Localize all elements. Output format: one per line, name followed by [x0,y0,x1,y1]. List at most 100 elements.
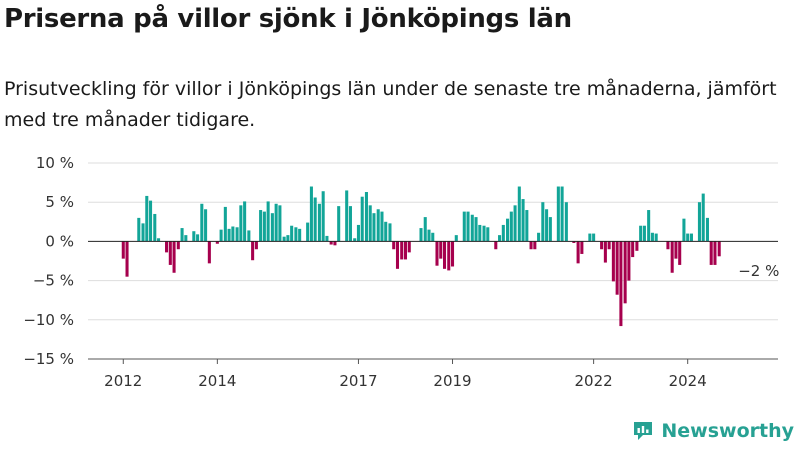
bar [294,227,298,242]
bar [266,201,270,242]
bar [231,226,235,242]
bar [607,241,611,250]
bar [392,241,396,250]
y-tick-label: 0 % [45,232,74,250]
bar [682,218,686,242]
bar [697,202,701,242]
x-tick-label: 2019 [433,372,471,390]
bar [545,209,549,242]
bar [306,222,310,242]
bar [537,232,541,242]
y-tick-label: 5 % [45,193,74,211]
bar [388,223,392,242]
bar [560,186,564,242]
bar [619,241,623,327]
bar [650,232,654,242]
bar [282,236,286,242]
bar [506,218,510,242]
y-tick-label: 10 % [36,154,74,172]
bar [494,241,498,250]
bar [713,241,717,265]
bar [678,241,682,265]
bar [556,186,560,242]
bar [431,232,435,242]
bar [168,241,172,265]
bar [176,241,180,250]
bar [400,241,404,260]
bar [215,241,219,244]
bar [442,241,447,269]
bar [580,241,584,254]
bar [450,241,455,267]
bar [611,241,615,282]
bar [572,241,576,243]
bar [372,213,376,242]
bar [701,193,705,242]
bar [313,197,317,242]
bar [207,241,211,264]
bar [157,238,161,242]
bar [403,241,408,260]
bar [439,241,443,259]
bar [235,227,239,242]
bar [219,229,223,242]
chart-title: Priserna på villor sjönk i Jönköpings lä… [4,4,572,34]
bar [501,224,505,242]
bar [200,203,204,242]
bar [360,196,364,242]
bar [623,241,627,304]
bar [517,186,521,242]
bar [204,209,208,242]
bar [427,229,431,242]
bar [356,224,360,242]
bar [270,213,274,242]
bar [290,225,294,242]
bar [141,223,145,242]
bar [423,217,427,242]
bar [172,241,176,273]
bar [247,230,251,242]
bar [509,211,513,242]
bar [243,201,247,242]
bar [278,205,282,242]
bar [447,241,451,271]
bar [576,241,580,264]
bar [317,203,321,242]
bar [376,209,380,242]
brand-name: Newsworthy [661,420,794,442]
bar [251,241,255,261]
bar [466,211,470,242]
last-value-annotation: −2 % [738,262,779,280]
x-tick-label: 2014 [198,372,236,390]
bar [165,241,169,253]
bar [419,228,423,242]
bar [364,192,368,242]
bar [153,213,157,242]
bar [709,241,713,265]
bar [603,241,607,263]
bar [435,241,439,266]
bar [337,206,341,242]
bar [384,221,388,242]
x-tick-label: 2012 [104,372,142,390]
bar [407,241,411,253]
bar [121,241,125,259]
bar [474,217,478,242]
x-tick-label: 2024 [669,372,707,390]
bar [180,228,184,242]
bar [223,206,227,242]
bar [525,210,529,242]
bar [274,203,278,242]
bar [125,241,129,277]
x-tick-label: 2022 [575,372,613,390]
bar [513,205,517,242]
y-tick-label: −5 % [33,272,74,290]
bar [254,241,258,250]
bar [196,234,200,242]
bar [564,202,568,242]
bar [647,210,651,242]
bar [348,206,352,242]
bar [321,191,325,242]
bar [482,225,486,242]
bar [717,241,721,257]
